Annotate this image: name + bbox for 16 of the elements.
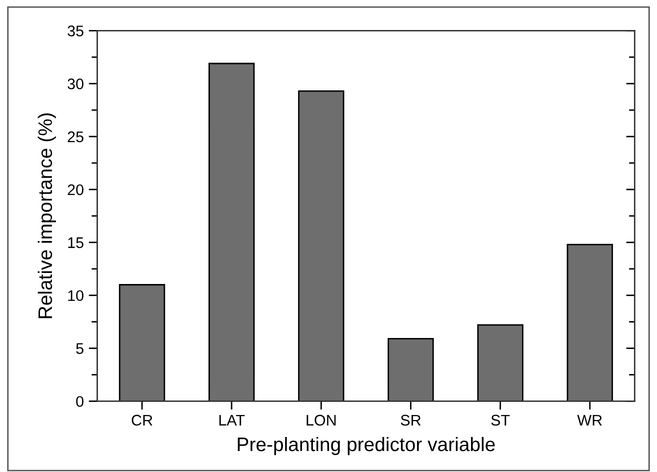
y-tick-label: 30 bbox=[68, 78, 84, 90]
x-tick-label: SR bbox=[400, 414, 421, 426]
y-tick-label: 25 bbox=[68, 131, 84, 142]
y-tick-label: 20 bbox=[68, 184, 84, 196]
y-axis-title: Relative importance (%) bbox=[38, 113, 56, 318]
x-tick-label: WR bbox=[577, 414, 602, 426]
y-tick-label: 10 bbox=[68, 290, 84, 302]
x-tick-label: ST bbox=[491, 414, 510, 426]
y-tick-label: 5 bbox=[76, 343, 84, 354]
y-tick-label: 15 bbox=[68, 237, 84, 248]
y-tick-label: 0 bbox=[76, 396, 84, 407]
x-axis-title: Pre-planting predictor variable bbox=[238, 436, 495, 456]
x-tick-label: CR bbox=[132, 414, 152, 426]
x-tick-label: LON bbox=[306, 414, 336, 426]
y-tick-label: 35 bbox=[68, 26, 84, 36]
x-tick-label: LAT bbox=[219, 414, 245, 426]
